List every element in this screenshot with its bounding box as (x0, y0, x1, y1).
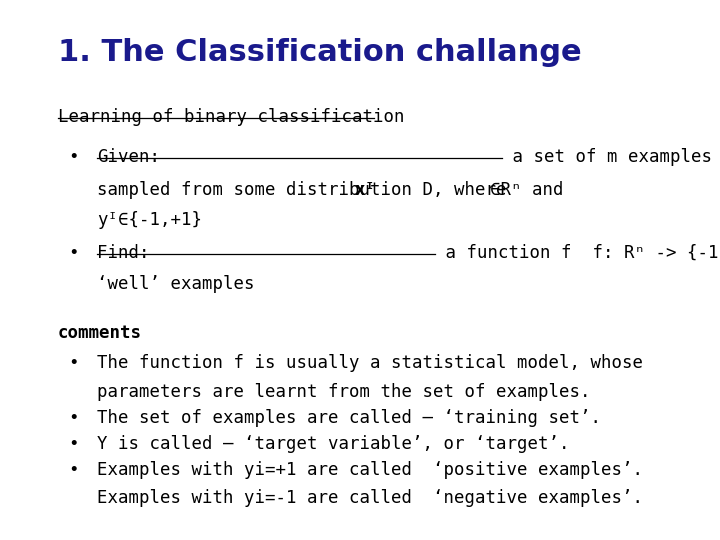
Text: Y is called – ‘target variable’, or ‘target’.: Y is called – ‘target variable’, or ‘tar… (97, 435, 570, 453)
Text: •: • (68, 435, 79, 453)
Text: •: • (68, 354, 79, 372)
Text: Find:: Find: (97, 244, 150, 262)
Text: a set of m examples (: a set of m examples ( (503, 148, 720, 166)
Text: parameters are learnt from the set of examples.: parameters are learnt from the set of ex… (97, 383, 590, 401)
Text: yᴵ∈{-1,+1}: yᴵ∈{-1,+1} (97, 211, 202, 228)
Text: ‘well’ examples: ‘well’ examples (97, 275, 265, 293)
Text: •: • (68, 409, 79, 427)
Text: •: • (68, 244, 79, 262)
Text: Examples with yi=-1 are called  ‘negative examples’.: Examples with yi=-1 are called ‘negative… (97, 489, 643, 507)
Text: comments: comments (58, 324, 142, 342)
Text: Examples with yi=+1 are called  ‘positive examples’.: Examples with yi=+1 are called ‘positive… (97, 461, 643, 479)
Text: •: • (68, 148, 79, 166)
Text: The set of examples are called – ‘training set’.: The set of examples are called – ‘traini… (97, 409, 601, 427)
Text: •: • (68, 461, 79, 479)
Text: Learning of binary classification: Learning of binary classification (58, 108, 404, 126)
Text: The function f is usually a statistical model, whose: The function f is usually a statistical … (97, 354, 643, 372)
Text: a function f  f: Rⁿ -> {-1,+1}  which classifies: a function f f: Rⁿ -> {-1,+1} which clas… (435, 244, 720, 262)
Text: ∈Rⁿ and: ∈Rⁿ and (490, 181, 564, 199)
Text: xᴵ: xᴵ (355, 181, 376, 199)
Text: sampled from some distribution D, where: sampled from some distribution D, where (97, 181, 517, 199)
Text: Given:: Given: (97, 148, 160, 166)
Text: 1. The Classification challange: 1. The Classification challange (58, 38, 581, 67)
